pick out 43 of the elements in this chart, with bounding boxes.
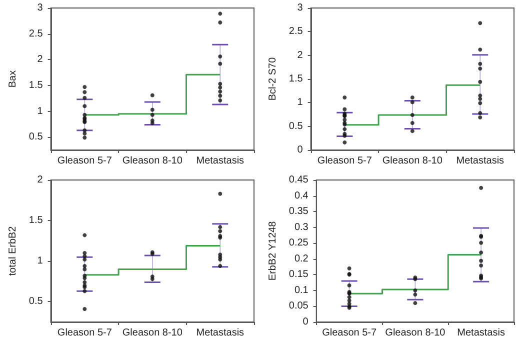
x-tick-label: Metastasis: [456, 156, 504, 166]
y-tick-label: 1: [297, 97, 304, 108]
y-tick-label: 2: [297, 50, 304, 61]
x-tick-label: Gleason 5-7: [57, 156, 112, 166]
y-tick-label: 2: [37, 174, 44, 186]
y-axis-title: total ErbB2: [8, 226, 18, 276]
y-tick-label: 0.05: [288, 300, 309, 312]
y-tick-label: 0.5: [28, 132, 44, 143]
x-tick-label: Gleason 5-7: [57, 328, 112, 338]
x-tick-label: Metastasis: [196, 156, 244, 166]
y-tick-label: 1.5: [288, 74, 304, 84]
x-tick-label: Gleason 8-10: [122, 156, 183, 166]
y-tick-label: 0.4: [294, 190, 309, 202]
x-tick-label: Gleason 8-10: [122, 328, 183, 338]
x-tick-label: Gleason 8-10: [385, 328, 446, 338]
y-tick-label: 3: [37, 2, 44, 14]
y-tick-label: 3: [297, 2, 304, 14]
y-tick-label: 1.5: [28, 215, 44, 226]
y-tick-label: 0.1: [294, 284, 309, 296]
y-tick-label: 0.35: [288, 206, 309, 218]
y-tick-label: 0.2: [294, 253, 309, 264]
y-tick-label: 0: [302, 316, 309, 328]
y-tick-label: 2.5: [288, 26, 304, 38]
y-tick-label: 2.5: [28, 28, 44, 40]
x-tick-label: Gleason 5-7: [317, 156, 372, 166]
y-tick-label: 0.25: [288, 238, 309, 249]
y-tick-label: 2: [37, 54, 44, 66]
y-axis-title: Bcl-2 S70: [268, 56, 278, 101]
y-tick-label: 0.15: [288, 269, 309, 280]
y-tick-label: 0.5: [288, 120, 304, 132]
y-tick-label: 0.45: [288, 174, 309, 186]
y-tick-label: 0.5: [28, 296, 44, 308]
y-tick-label: 1.5: [28, 80, 44, 91]
y-axis-title: Bax: [8, 70, 18, 88]
x-tick-label: Metastasis: [196, 328, 244, 338]
x-tick-label: Gleason 5-7: [322, 328, 377, 338]
y-tick-label: 0: [297, 144, 304, 156]
y-axis-title: ErbB2 Y1248: [268, 220, 278, 281]
y-tick-label: 0.3: [294, 222, 309, 233]
y-tick-label: 1: [37, 256, 44, 267]
x-tick-label: Metastasis: [457, 328, 505, 338]
y-tick-label: 1: [37, 106, 44, 117]
x-tick-label: Gleason 8-10: [382, 156, 443, 166]
